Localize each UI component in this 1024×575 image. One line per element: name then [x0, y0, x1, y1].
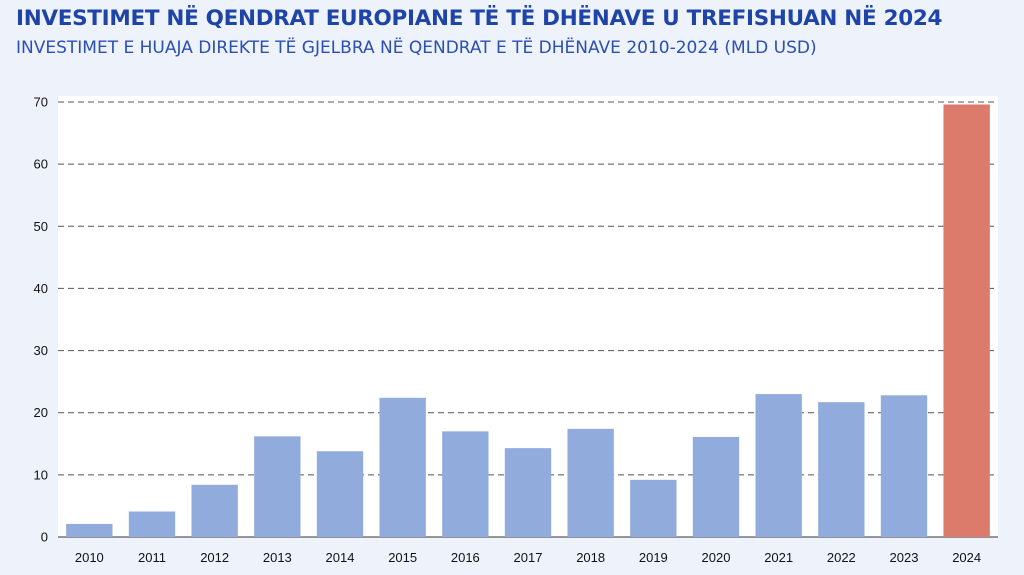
- bar-2019: [630, 479, 677, 537]
- x-tick-label: 2017: [514, 550, 543, 565]
- bar-2010: [66, 523, 113, 537]
- x-tick-label: 2016: [451, 550, 480, 565]
- bar-2023: [880, 395, 928, 537]
- y-axis: 0 10 20 30 40 50 60 70: [34, 95, 48, 545]
- y-tick-label: 50: [34, 219, 48, 234]
- bar-2018: [567, 428, 614, 537]
- chart-title: INVESTIMET NË QENDRAT EUROPIANE TË TË DH…: [16, 6, 943, 31]
- x-tick-label: 2010: [75, 550, 104, 565]
- bar-2024: [943, 104, 990, 537]
- x-tick-label: 2018: [576, 550, 605, 565]
- bar-2014: [316, 451, 364, 537]
- y-tick-label: 10: [34, 467, 48, 482]
- x-axis: 2010 2011 2012 2013 2014 2015 2016 2017 2018 2019…: [75, 550, 981, 565]
- x-tick-label: 2023: [890, 550, 919, 565]
- x-tick-label: 2024: [952, 550, 981, 565]
- bar-2013: [254, 436, 301, 537]
- y-tick-label: 40: [34, 281, 48, 296]
- bar-2016: [442, 431, 489, 537]
- y-tick-label: 0: [41, 530, 48, 545]
- x-tick-label: 2014: [326, 550, 355, 565]
- y-tick-label: 60: [34, 157, 48, 172]
- bar-2015: [379, 397, 426, 537]
- y-tick-label: 20: [34, 405, 48, 420]
- x-tick-label: 2022: [827, 550, 856, 565]
- y-tick-label: 30: [34, 343, 48, 358]
- bar-2011: [128, 511, 176, 537]
- bar-2012: [191, 484, 238, 537]
- x-tick-label: 2012: [200, 550, 229, 565]
- x-tick-label: 2015: [388, 550, 417, 565]
- x-tick-label: 2011: [138, 550, 166, 565]
- bar-2021: [755, 394, 802, 537]
- bar-2020: [692, 436, 740, 537]
- x-tick-label: 2013: [263, 550, 292, 565]
- x-tick-label: 2021: [764, 550, 793, 565]
- bar-2022: [818, 402, 865, 537]
- bars: [66, 104, 990, 537]
- x-tick-label: 2020: [702, 550, 731, 565]
- x-tick-label: 2019: [639, 550, 668, 565]
- chart-subtitle: INVESTIMET E HUAJA DIREKTE TË GJELBRA NË…: [16, 38, 817, 58]
- y-tick-label: 70: [34, 95, 48, 110]
- bar-2017: [504, 448, 552, 537]
